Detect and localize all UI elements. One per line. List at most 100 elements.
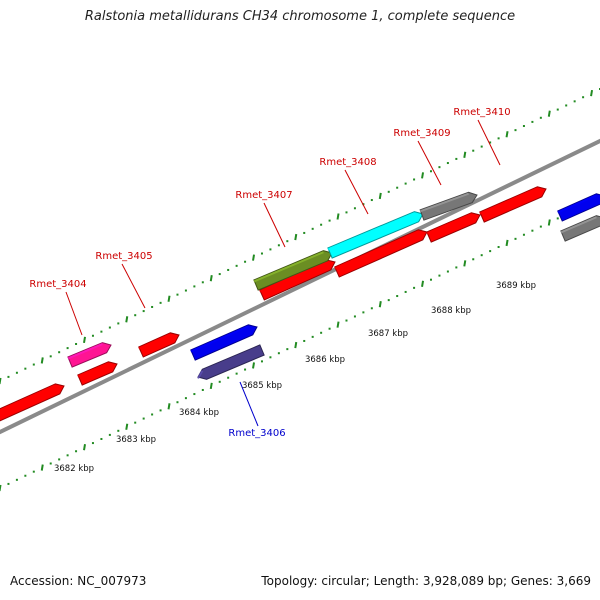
gene-arrow-blue-fwd-body: [190, 324, 258, 361]
tick-minor: [404, 182, 407, 185]
tick-minor: [396, 295, 399, 298]
tick-major: [421, 172, 425, 179]
tick-major: [209, 382, 213, 390]
tick-minor: [66, 347, 69, 350]
gene-arrow-rmet3410: [479, 186, 547, 223]
tick-major: [378, 301, 382, 308]
tick-major: [167, 403, 171, 410]
tick-minor: [353, 315, 356, 318]
tick-minor: [311, 335, 314, 338]
tick-minor: [235, 372, 238, 375]
tick-minor: [201, 281, 204, 284]
gene-arrow-rmet3408: [327, 211, 424, 259]
tick-major: [378, 192, 382, 200]
accession-text: Accession: NC_007973: [10, 574, 147, 588]
gene-arrow-left-edge-body: [0, 383, 65, 422]
gene-label-rmet_3405: Rmet_3405: [95, 251, 152, 262]
gene-arrow-rmet3406-highlight: [197, 370, 204, 379]
tick-minor: [260, 252, 263, 255]
tick-minor: [438, 274, 441, 277]
leader-rmet_3409: [417, 140, 442, 186]
tick-major: [209, 275, 213, 282]
tick-minor: [556, 217, 559, 220]
tick-major: [167, 295, 171, 302]
tick-minor: [32, 470, 35, 473]
tick-minor: [514, 237, 517, 240]
tick-major: [294, 233, 298, 241]
tick-minor: [184, 397, 187, 400]
backbone: [0, 138, 600, 435]
tick-minor: [7, 375, 10, 378]
tick-major: [252, 254, 256, 261]
tick-minor: [489, 141, 492, 144]
tick-minor: [277, 244, 280, 247]
tick-minor: [497, 137, 500, 140]
gene-arrow-unlabeled-c: [334, 229, 428, 278]
tick-major: [83, 336, 86, 344]
tick-minor: [455, 157, 458, 160]
tick-minor: [522, 233, 525, 236]
tick-minor: [277, 352, 280, 355]
tick-major: [463, 151, 467, 158]
tick-major: [336, 321, 340, 328]
tick-major: [505, 239, 509, 247]
topology-text: Topology: circular; Length: 3,928,089 bp…: [261, 574, 591, 588]
tick-minor: [370, 307, 373, 310]
gene-label-rmet_3407: Rmet_3407: [235, 190, 292, 201]
tick-minor: [531, 229, 534, 232]
gene-arrow-rmet3404-highlight: [67, 343, 103, 360]
scale-label: 3682 kbp: [54, 464, 94, 474]
gene-arrow-rmet3410-body: [479, 186, 547, 223]
tick-minor: [193, 393, 196, 396]
scale-label: 3685 kbp: [242, 381, 282, 391]
tick-major: [125, 423, 129, 430]
tick-minor: [429, 170, 432, 173]
tick-minor: [201, 388, 204, 391]
tick-minor: [320, 331, 323, 334]
tick-minor: [446, 162, 449, 165]
gene-arrow-rmet3408-body: [327, 211, 424, 259]
scale-label: 3689 kbp: [496, 281, 536, 291]
tick-major: [40, 464, 44, 471]
tick-minor: [472, 258, 475, 261]
leader-rmet_3406: [239, 381, 259, 427]
tick-minor: [176, 293, 179, 296]
tick-major: [421, 280, 425, 287]
tick-minor: [362, 311, 365, 314]
tick-minor: [286, 240, 289, 243]
tick-minor: [353, 207, 356, 210]
gene-arrow-edge-blue-body: [557, 193, 600, 222]
tick-minor: [227, 268, 230, 271]
tick-minor: [286, 348, 289, 351]
tick-minor: [531, 120, 534, 123]
tick-minor: [387, 190, 390, 193]
gene-label-rmet_3404: Rmet_3404: [29, 279, 86, 290]
tick-minor: [184, 289, 187, 292]
tick-major: [463, 260, 467, 267]
scale-label: 3686 kbp: [305, 355, 345, 365]
tick-major: [505, 131, 509, 138]
tick-minor: [134, 421, 137, 424]
tick-minor: [151, 305, 154, 308]
tick-minor: [345, 211, 348, 214]
tick-minor: [108, 326, 111, 329]
gene-arrow-rmet3410-highlight: [479, 187, 538, 215]
gene-arrow-unlabeled-d-body: [426, 212, 481, 243]
gene-arrow-rmet3406: [197, 344, 265, 380]
tick-minor: [565, 104, 568, 107]
label-leaders: [65, 119, 501, 427]
scale-labels: 3682 kbp 3683 kbp 3684 kbp 3685 kbp 3686 kbp…: [54, 281, 536, 474]
tick-major: [125, 316, 129, 323]
gene-arrow-unlabeled-c-highlight: [334, 230, 419, 270]
tick-major: [590, 89, 594, 97]
tick-minor: [489, 250, 492, 253]
tick-minor: [522, 125, 525, 128]
gene-label-rmet_3406: Rmet_3406: [228, 428, 285, 439]
tick-minor: [244, 260, 247, 263]
scale-label: 3688 kbp: [431, 306, 471, 316]
tick-minor: [556, 108, 559, 111]
feature-track: [0, 186, 600, 422]
tick-minor: [7, 482, 10, 485]
gene-arrow-blue-fwd-highlight: [190, 325, 249, 353]
